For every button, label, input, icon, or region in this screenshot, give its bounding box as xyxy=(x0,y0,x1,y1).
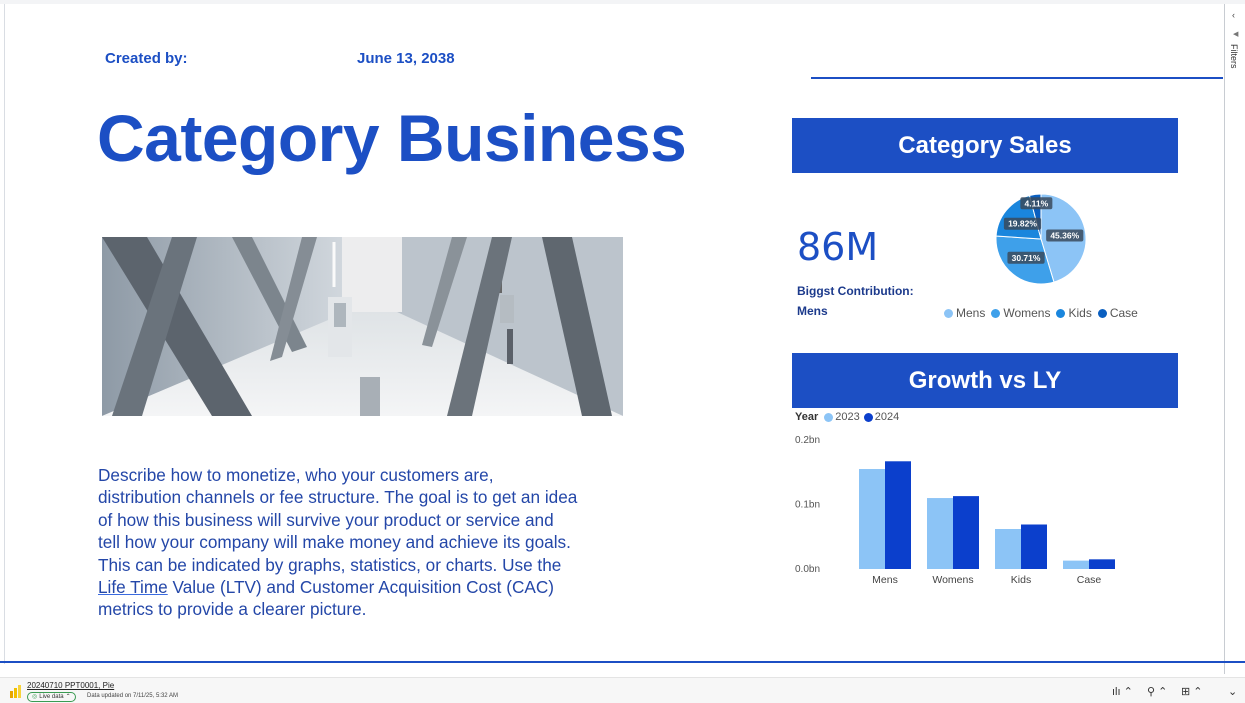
legend-swatch xyxy=(1097,308,1107,318)
live-data-label: Live data xyxy=(39,694,64,700)
legend-label: 2023 xyxy=(835,411,860,423)
description-text-1: Describe how to monetize, who your custo… xyxy=(98,465,578,575)
legend-label: Mens xyxy=(956,306,986,320)
divider-line xyxy=(811,77,1223,79)
created-date: June 13, 2038 xyxy=(357,50,455,67)
kpi-value[interactable]: 86M xyxy=(797,225,879,269)
window-top-border xyxy=(0,0,1245,4)
category-sales-pie-chart[interactable]: 45.36% 30.71% 19.82% 4.11% xyxy=(994,192,1088,286)
bar-kids-2023[interactable] xyxy=(995,529,1021,569)
y-tick-label: 0.2bn xyxy=(795,435,820,446)
format-painter-icon[interactable]: ⚲ ⌃ xyxy=(1147,686,1168,698)
legend-item-womens[interactable]: Womens xyxy=(991,306,1050,320)
svg-text:30.71%: 30.71% xyxy=(1012,253,1041,263)
canvas-left-border xyxy=(4,4,5,664)
bottom-divider xyxy=(0,661,1245,663)
description-text-2: Value (LTV) and Customer Acquisition Cos… xyxy=(98,577,554,620)
page-title: Category Business xyxy=(97,101,687,175)
svg-text:45.36%: 45.36% xyxy=(1050,231,1079,241)
created-by-label: Created by: xyxy=(105,50,188,67)
legend-swatch xyxy=(944,308,953,318)
bar-mens-2023[interactable] xyxy=(859,469,885,569)
legend-item-2024[interactable]: 2024 xyxy=(863,411,900,423)
kpi-label: Biggst Contribution: xyxy=(797,284,914,298)
bar-case-2023[interactable] xyxy=(1063,560,1089,569)
life-time-link[interactable]: Life Time xyxy=(98,577,168,598)
corridor-photo xyxy=(102,237,623,416)
legend-label: Kids xyxy=(1068,306,1092,320)
expand-down-icon[interactable]: ⌄ xyxy=(1228,686,1238,698)
y-tick-label: 0.0bn xyxy=(795,564,820,575)
business-description: Describe how to monetize, who your custo… xyxy=(98,464,578,621)
legend-label: 2024 xyxy=(874,411,900,423)
pie-data-label: 19.82% xyxy=(1003,217,1042,230)
filters-label[interactable]: Filters xyxy=(1229,44,1239,69)
legend-swatch xyxy=(991,308,1001,318)
legend-label: Womens xyxy=(1003,306,1051,320)
legend-item-2023[interactable]: 2023 xyxy=(824,411,860,423)
bar-womens-2023[interactable] xyxy=(927,498,953,569)
report-file-link[interactable]: 20240710 PPT0001, Pie xyxy=(27,681,115,690)
pie-data-label: 30.71% xyxy=(1007,251,1045,264)
legend-swatch xyxy=(824,412,834,422)
caret-icon: ◀ xyxy=(1233,31,1239,38)
growth-bar-chart[interactable]: 0.0bn 0.1bn 0.2bn Mens Womens Kids Case xyxy=(792,428,1178,590)
kpi-category: Mens xyxy=(797,304,828,318)
bar-womens-2024[interactable] xyxy=(953,496,979,569)
pie-legend: Mens Womens Kids Case xyxy=(944,306,1138,320)
category-sales-header: Category Sales xyxy=(792,118,1178,173)
bar-legend: Year 2023 2024 xyxy=(795,411,899,423)
pie-data-label: 4.11% xyxy=(1020,197,1053,210)
legend-swatch xyxy=(1056,308,1066,318)
y-tick-label: 0.1bn xyxy=(795,500,820,511)
legend-item-kids[interactable]: Kids xyxy=(1056,306,1092,320)
legend-title: Year xyxy=(795,411,819,423)
legend-swatch xyxy=(863,412,873,422)
chart-visual-icon[interactable]: ılı ⌃ xyxy=(1112,686,1133,698)
growth-header: Growth vs LY xyxy=(792,353,1178,408)
status-bar: 20240710 PPT0001, Pie ◎ Live data ⌃ Data… xyxy=(0,677,1245,703)
grid-view-icon[interactable]: ⊞ ⌃ xyxy=(1181,686,1203,698)
power-bi-icon xyxy=(10,685,21,698)
bar-mens-2024[interactable] xyxy=(885,461,911,569)
bar-kids-2024[interactable] xyxy=(1021,524,1047,569)
svg-text:4.11%: 4.11% xyxy=(1025,198,1049,208)
x-tick-label: Womens xyxy=(932,574,973,586)
svg-text:19.82%: 19.82% xyxy=(1008,219,1037,229)
filters-pane-separator xyxy=(1224,4,1225,674)
bar-case-2024[interactable] xyxy=(1089,559,1115,569)
legend-label: Case xyxy=(1109,306,1138,320)
chevron-down-icon: ⌃ xyxy=(65,694,71,700)
x-tick-label: Case xyxy=(1077,574,1102,586)
x-tick-label: Mens xyxy=(872,574,898,586)
live-data-badge[interactable]: ◎ Live data ⌃ xyxy=(27,692,76,702)
pie-data-label: 45.36% xyxy=(1046,229,1084,242)
legend-item-mens[interactable]: Mens xyxy=(944,306,985,320)
filters-pane[interactable]: ‹ ◀ Filters xyxy=(1226,4,1245,84)
x-tick-label: Kids xyxy=(1011,574,1031,586)
live-icon: ◎ xyxy=(32,694,38,700)
chevron-left-icon[interactable]: ‹ xyxy=(1232,10,1235,20)
data-updated-text: Data updated on 7/11/25, 5:32 AM xyxy=(87,693,178,699)
legend-item-case[interactable]: Case xyxy=(1097,306,1138,320)
